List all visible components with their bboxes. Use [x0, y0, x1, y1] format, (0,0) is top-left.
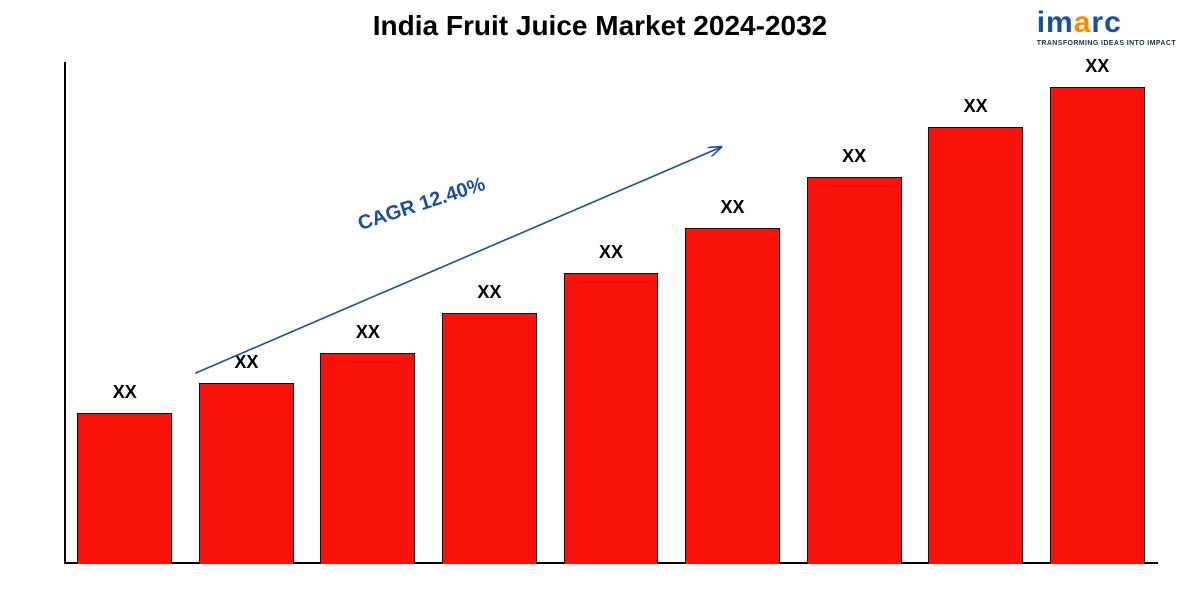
- chart-container: India Fruit Juice Market 2024-2032 imarc…: [0, 0, 1200, 600]
- logo-letter: a: [1074, 6, 1092, 39]
- bar-slot: XX: [928, 62, 1023, 564]
- bar-slot: XX: [685, 62, 780, 564]
- brand-logo: imarc TRANSFORMING IDEAS INTO IMPACT: [1037, 8, 1176, 47]
- bar-value-label: XX: [234, 352, 258, 373]
- bar: [320, 353, 415, 564]
- bar-value-label: XX: [113, 382, 137, 403]
- bar: [1050, 87, 1145, 564]
- plot-area: XXXXXXXXXXXXXXXXXX CAGR 12.40%: [64, 62, 1158, 564]
- bar: [685, 228, 780, 564]
- logo-letter: i: [1037, 6, 1046, 39]
- bar-value-label: XX: [356, 322, 380, 343]
- bar: [199, 383, 294, 564]
- logo-letter: m: [1046, 6, 1074, 39]
- brand-logo-text: imarc: [1037, 8, 1176, 38]
- bars-group: XX XX XX XX XX XX XX XX XX: [64, 62, 1158, 564]
- brand-logo-tagline: TRANSFORMING IDEAS INTO IMPACT: [1037, 40, 1176, 47]
- logo-letter: c: [1104, 6, 1122, 39]
- bar-slot: XX: [320, 62, 415, 564]
- bar-slot: XX: [442, 62, 537, 564]
- bar: [928, 127, 1023, 564]
- bar-slot: XX: [564, 62, 659, 564]
- bar-value-label: XX: [599, 242, 623, 263]
- bar-slot: XX: [1050, 62, 1145, 564]
- bar: [807, 177, 902, 564]
- chart-title: India Fruit Juice Market 2024-2032: [0, 10, 1200, 42]
- bar-slot: XX: [807, 62, 902, 564]
- bar-value-label: XX: [964, 96, 988, 117]
- bar: [564, 273, 659, 564]
- bar-value-label: XX: [477, 282, 501, 303]
- bar-value-label: XX: [842, 146, 866, 167]
- bar-slot: XX: [77, 62, 172, 564]
- bar-value-label: XX: [721, 197, 745, 218]
- logo-letter: r: [1091, 6, 1104, 39]
- bar-slot: XX: [199, 62, 294, 564]
- bar-value-label: XX: [1085, 56, 1109, 77]
- bar: [77, 413, 172, 564]
- bar: [442, 313, 537, 564]
